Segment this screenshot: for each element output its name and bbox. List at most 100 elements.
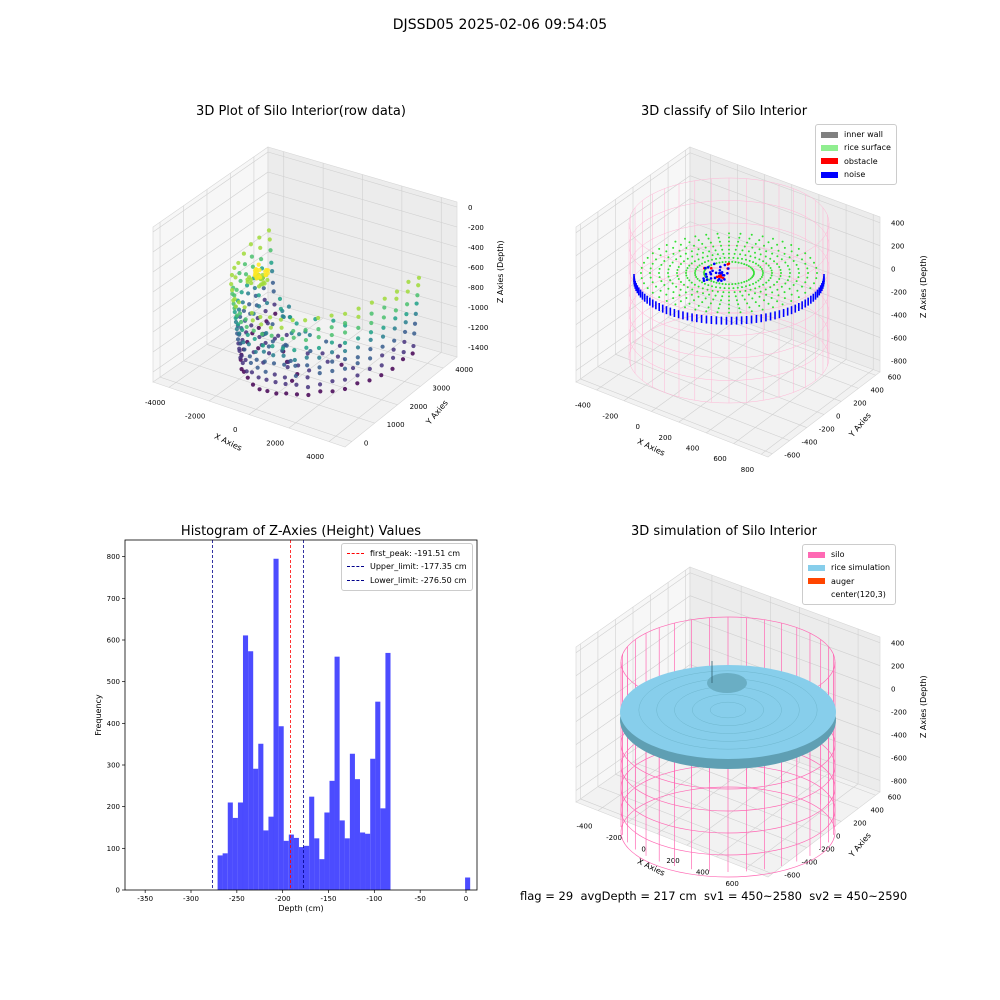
raw-data-point: [284, 343, 289, 348]
raw-data-point: [414, 301, 419, 306]
classify-surface-point: [697, 239, 700, 242]
classify-surface-point: [649, 267, 652, 270]
raw-data-point: [415, 293, 420, 298]
classify-surface-point: [703, 282, 706, 285]
simulation-xtick-label: 600: [725, 880, 738, 888]
classify-surface-point: [642, 261, 645, 264]
classify-zgrid-line: [689, 175, 881, 246]
raw-ygrid-line: [183, 360, 375, 424]
simulation-rice-contour: [638, 670, 818, 750]
raw-data-point: [342, 340, 348, 345]
classify-surface-point: [710, 279, 713, 282]
histogram-ytick-label: 300: [107, 762, 120, 770]
classify-xtick-label: 600: [713, 455, 726, 463]
classify-surface-point: [686, 277, 689, 280]
classify-surface-point: [695, 275, 698, 278]
raw-data-point: [234, 287, 239, 292]
classify-surface-point: [732, 287, 735, 290]
raw-data-point: [342, 366, 348, 371]
classify-surface-point: [735, 299, 738, 302]
classify-surface-point: [655, 258, 658, 261]
classify-surface-point: [739, 290, 742, 293]
classify-surface-point: [754, 251, 756, 254]
classify-surface-point: [763, 244, 765, 247]
histogram-bar: [465, 877, 471, 890]
raw-data-point: [331, 318, 336, 323]
raw-data-point: [276, 333, 281, 338]
raw-xtick-label: 2000: [266, 440, 284, 448]
classify-surface-point: [658, 267, 661, 270]
classify-surface-point: [649, 276, 652, 279]
legend-label: inner wall: [844, 130, 884, 140]
classify-surface-point: [754, 292, 756, 295]
raw-data-point: [350, 365, 356, 371]
raw-data-point: [249, 310, 254, 316]
classify-surface-point: [679, 263, 682, 266]
classify-wall-ring: [628, 290, 830, 381]
classify-surface-point: [721, 282, 724, 285]
classify-surface-point: [688, 279, 691, 282]
raw-data-point: [400, 357, 406, 362]
raw-data-point: [265, 277, 270, 283]
classify-surface-point: [686, 286, 689, 289]
classify-surface-point: [721, 248, 724, 251]
classify-surface-point: [682, 260, 685, 263]
legend-item-obstacle: obstacle: [821, 155, 891, 168]
classify-surface-point: [728, 291, 730, 294]
classify-surface-point: [658, 272, 660, 274]
classify-surface-point: [778, 278, 781, 281]
raw-data-point: [243, 357, 248, 363]
classify-surface-point: [741, 294, 744, 297]
raw-ztick-label: -600: [468, 264, 484, 272]
classify-zgrid-line: [689, 244, 881, 315]
raw-data-point: [245, 332, 250, 337]
classify-obstacle-point: [717, 274, 721, 278]
raw-data-point: [280, 346, 286, 351]
raw-data-point: [286, 304, 292, 309]
classify-surface-point: [780, 258, 783, 261]
classify-surface-point: [759, 277, 762, 280]
classify-surface-point: [765, 262, 768, 265]
raw-data-point: [316, 345, 322, 351]
raw-data-point: [246, 291, 251, 296]
classify-surface-point: [796, 254, 799, 257]
classify-surface-point: [750, 233, 753, 236]
raw-zgrid-line: [267, 271, 458, 328]
classify-surface-point: [715, 281, 718, 284]
raw-data-point: [329, 350, 335, 355]
raw-data-point: [249, 280, 254, 286]
simulation-ytick-label: -600: [784, 872, 800, 880]
simulation-plot-title: 3D simulation of Silo Interior: [631, 524, 817, 539]
legend-swatch: [808, 564, 825, 571]
raw-ygrid-line: [159, 376, 352, 442]
classify-surface-point: [781, 240, 784, 243]
raw-zgrid-line: [152, 191, 269, 273]
raw-data-point: [317, 365, 322, 370]
simulation-ztick-label: 0: [891, 686, 895, 694]
classify-surface-point: [788, 275, 791, 278]
raw-data-point: [252, 285, 257, 291]
classify-surface-point: [779, 268, 782, 271]
raw-data-point: [368, 356, 373, 361]
classify-surface-point: [780, 285, 783, 288]
raw-data-point: [367, 366, 372, 371]
simulation-ytick-label: 200: [853, 819, 866, 827]
simulation-rice-surface: [620, 665, 836, 759]
raw-ztick-label: -1000: [468, 304, 488, 312]
classify-surface-point: [749, 266, 752, 269]
classify-surface-point: [658, 276, 661, 279]
raw-zgrid-line: [152, 231, 269, 313]
raw-data-point: [256, 304, 262, 309]
classify-surface-point: [733, 291, 736, 294]
raw-zgrid-line: [152, 211, 269, 293]
classify-surface-point: [731, 283, 734, 286]
raw-data-point: [230, 287, 235, 293]
classify-surface-point: [770, 247, 773, 250]
raw-data-point: [236, 300, 241, 305]
classify-zgrid-line: [575, 152, 691, 233]
classify-surface-point: [754, 281, 757, 284]
simulation-ytick-label: -400: [802, 859, 818, 867]
raw-data-point: [245, 279, 250, 285]
raw-data-point: [282, 375, 288, 380]
raw-data-point: [279, 325, 284, 330]
